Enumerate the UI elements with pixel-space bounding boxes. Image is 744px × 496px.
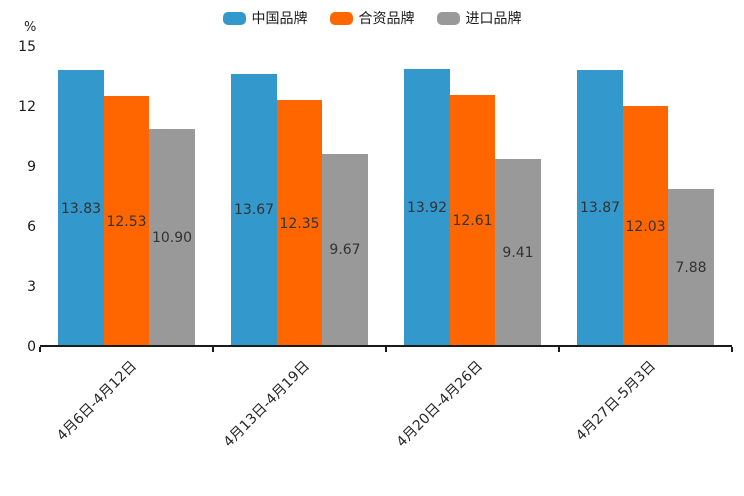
legend-label: 进口品牌 <box>465 11 522 27</box>
y-axis-tick-label: 12 <box>18 99 36 115</box>
legend-swatch-icon <box>222 11 246 25</box>
bar-value-label: 12.61 <box>452 212 493 229</box>
x-axis-line <box>40 345 732 347</box>
bar-value-label: 10.90 <box>151 230 193 246</box>
legend-item-1[interactable]: 合资品牌 <box>329 8 415 28</box>
bar-series0-group2 <box>404 68 450 347</box>
legend-swatch-icon <box>329 11 353 25</box>
legend-item-0[interactable]: 中国品牌 <box>222 8 308 28</box>
bar-series0-group1 <box>231 73 277 347</box>
legend-swatch-icon <box>436 11 460 25</box>
bar-series1-group2 <box>449 94 496 347</box>
x-axis-tick-mark <box>385 347 387 352</box>
y-axis-tick-label: 15 <box>18 39 36 55</box>
legend-label: 中国品牌 <box>251 11 308 27</box>
bar-value-label: 13.67 <box>233 202 275 219</box>
y-axis-unit-label: % <box>24 20 37 35</box>
x-axis-tick-label: 4月20日-4月26日 <box>393 358 486 451</box>
x-axis-tick-label: 4月13日-4月19日 <box>220 358 313 451</box>
bar-series2-group3 <box>668 189 714 347</box>
bar-value-label: 12.35 <box>279 215 320 232</box>
x-axis-tick-mark <box>39 347 41 352</box>
bar-series0-group0 <box>58 70 104 347</box>
x-axis-tick-label: 4月6日-4月12日 <box>53 358 140 445</box>
legend: 中国品牌 合资品牌 进口品牌 <box>0 8 744 28</box>
legend-item-2[interactable]: 进口品牌 <box>436 8 522 28</box>
bar-value-label: 9.67 <box>329 242 361 259</box>
y-axis-tick-label: 6 <box>27 219 36 235</box>
bar-series2-group0 <box>149 129 195 347</box>
bar-series0-group3 <box>577 69 623 347</box>
x-axis-tick-mark <box>558 347 560 352</box>
legend-label: 合资品牌 <box>358 11 415 27</box>
bar-series1-group3 <box>622 106 669 347</box>
bar-value-label: 13.87 <box>579 200 621 217</box>
bar-series1-group0 <box>103 96 150 347</box>
x-axis-tick-label: 4月27日-5月3日 <box>572 358 659 445</box>
bar-series2-group2 <box>495 158 541 347</box>
y-axis-tick-label: 3 <box>27 279 36 295</box>
bar-value-label: 9.41 <box>502 244 534 261</box>
x-axis-tick-mark <box>731 347 733 352</box>
y-axis-tick-label: 0 <box>27 339 36 355</box>
x-axis-tick-mark <box>212 347 214 352</box>
bar-series1-group1 <box>276 100 323 347</box>
y-axis-tick-label: 9 <box>27 159 36 175</box>
bar-value-label: 7.88 <box>675 260 707 277</box>
bar-series2-group1 <box>322 153 368 347</box>
bar-value-label: 13.92 <box>406 199 448 216</box>
bar-value-label: 13.83 <box>60 200 102 217</box>
bar-value-label: 12.03 <box>625 218 666 235</box>
bar-value-label: 12.53 <box>106 213 147 230</box>
